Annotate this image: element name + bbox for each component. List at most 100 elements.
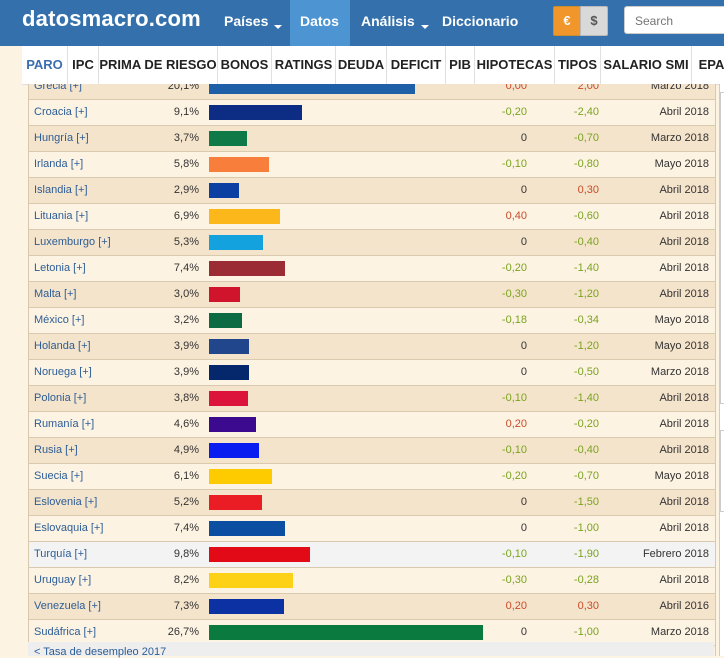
- table-row: Luxemburgo [+] 5,3% 0 -0,40 Abril 2018: [29, 230, 715, 256]
- country-link[interactable]: Noruega [+]: [34, 366, 92, 378]
- monthly-change: 0: [520, 496, 527, 508]
- country-link[interactable]: Malta [+]: [34, 288, 77, 300]
- rate-bar: [209, 469, 272, 484]
- monthly-change: 0: [520, 340, 527, 352]
- country-link[interactable]: Eslovaquia [+]: [34, 522, 104, 534]
- rate-bar: [209, 287, 240, 302]
- yearly-change: -0,50: [573, 366, 599, 378]
- rate-value: 6,1%: [173, 470, 199, 482]
- nav-diccionario[interactable]: Diccionario: [432, 0, 528, 46]
- monthly-change: 0: [520, 522, 527, 534]
- yearly-change: -0,70: [573, 470, 599, 482]
- rate-value: 4,9%: [173, 444, 199, 456]
- country-link[interactable]: Croacia [+]: [34, 106, 88, 118]
- table-row: Islandia [+] 2,9% 0 0,30 Abril 2018: [29, 178, 715, 204]
- table-row: Croacia [+] 9,1% -0,20 -2,40 Abril 2018: [29, 100, 715, 126]
- country-link[interactable]: Luxemburgo [+]: [34, 236, 111, 248]
- country-link[interactable]: Grecia [+]: [34, 84, 82, 92]
- date-value: Abril 2018: [659, 444, 709, 456]
- date-value: Abril 2018: [659, 184, 709, 196]
- date-value: Abril 2018: [659, 210, 709, 222]
- country-link[interactable]: Rusia [+]: [34, 444, 78, 456]
- tab-epa[interactable]: EPA: [692, 46, 724, 84]
- rate-value: 20,1%: [167, 84, 199, 92]
- country-link[interactable]: Irlanda [+]: [34, 158, 84, 170]
- country-link[interactable]: Letonia [+]: [34, 262, 86, 274]
- country-link[interactable]: Suecia [+]: [34, 470, 84, 482]
- table-row: Letonia [+] 7,4% -0,20 -1,40 Abril 2018: [29, 256, 715, 282]
- search-box: [624, 6, 724, 34]
- yearly-change: -1,40: [573, 262, 599, 274]
- country-link[interactable]: Sudáfrica [+]: [34, 626, 97, 638]
- unemployment-table: Grecia [+] 20,1% 0,00 2,00 Marzo 2018 Croacia…: [28, 84, 716, 656]
- currency-dollar-button[interactable]: $: [580, 6, 608, 36]
- rate-value: 6,9%: [173, 210, 199, 222]
- country-link[interactable]: Rumanía [+]: [34, 418, 95, 430]
- nav-datos[interactable]: Datos: [290, 0, 350, 73]
- tab-deuda[interactable]: DEUDA: [336, 46, 387, 84]
- country-link[interactable]: Turquía [+]: [34, 548, 88, 560]
- rate-value: 8,2%: [173, 574, 199, 586]
- date-value: Mayo 2018: [654, 340, 709, 352]
- rate-bar: [209, 417, 256, 432]
- rate-value: 7,4%: [173, 262, 199, 274]
- rate-bar: [209, 391, 248, 406]
- monthly-change: 0: [520, 366, 527, 378]
- rate-bar: [209, 84, 415, 94]
- monthly-change: -0,18: [501, 314, 527, 326]
- rate-bar: [209, 495, 262, 510]
- monthly-change: 0: [520, 626, 527, 638]
- date-value: Marzo 2018: [650, 626, 709, 638]
- right-sidebar-edge: [719, 84, 724, 656]
- yearly-change: 0,30: [577, 600, 599, 612]
- rate-value: 5,8%: [173, 158, 199, 170]
- rate-value: 9,1%: [173, 106, 199, 118]
- tab-pib[interactable]: PIB: [446, 46, 475, 84]
- monthly-change: 0,20: [505, 418, 527, 430]
- currency-euro-button[interactable]: €: [553, 6, 581, 36]
- site-logo[interactable]: datosmacro.com: [22, 6, 201, 31]
- country-link[interactable]: Lituania [+]: [34, 210, 89, 222]
- monthly-change: 0: [520, 184, 527, 196]
- date-value: Abril 2018: [659, 418, 709, 430]
- country-link[interactable]: Islandia [+]: [34, 184, 88, 196]
- country-link[interactable]: Uruguay [+]: [34, 574, 92, 586]
- nav-analisis[interactable]: Análisis: [351, 0, 439, 46]
- country-link[interactable]: Eslovenia [+]: [34, 496, 98, 508]
- rate-value: 4,6%: [173, 418, 199, 430]
- country-link[interactable]: Hungría [+]: [34, 132, 89, 144]
- tab-ratings[interactable]: RATINGS: [272, 46, 336, 84]
- rate-bar: [209, 131, 247, 146]
- yearly-change: -1,50: [573, 496, 599, 508]
- previous-year-link[interactable]: < Tasa de desempleo 2017: [34, 646, 167, 658]
- country-link[interactable]: Venezuela [+]: [34, 600, 101, 612]
- table-row: Grecia [+] 20,1% 0,00 2,00 Marzo 2018: [29, 84, 715, 100]
- rate-bar: [209, 365, 249, 380]
- nav-paises-label: Países: [224, 13, 269, 29]
- yearly-change: -1,20: [573, 340, 599, 352]
- nav-paises[interactable]: Países: [214, 0, 292, 46]
- search-input[interactable]: [633, 8, 724, 34]
- tab-salario-smi[interactable]: SALARIO SMI: [601, 46, 692, 84]
- country-link[interactable]: México [+]: [34, 314, 85, 326]
- country-link[interactable]: Holanda [+]: [34, 340, 91, 352]
- yearly-change: -1,00: [573, 626, 599, 638]
- tab-paro[interactable]: PARO: [22, 46, 68, 84]
- date-value: Abril 2018: [659, 496, 709, 508]
- monthly-change: -0,10: [501, 392, 527, 404]
- date-value: Abril 2018: [659, 106, 709, 118]
- tab-ipc[interactable]: IPC: [68, 46, 99, 84]
- yearly-change: -0,70: [573, 132, 599, 144]
- country-link[interactable]: Polonia [+]: [34, 392, 87, 404]
- table-row: Noruega [+] 3,9% 0 -0,50 Marzo 2018: [29, 360, 715, 386]
- rate-bar: [209, 183, 239, 198]
- rate-value: 5,2%: [173, 496, 199, 508]
- tab-bonos[interactable]: BONOS: [218, 46, 272, 84]
- tab-prima-de-riesgo[interactable]: PRIMA DE RIESGO: [99, 46, 218, 84]
- rate-bar: [209, 313, 242, 328]
- rate-value: 3,9%: [173, 366, 199, 378]
- tab-tipos[interactable]: TIPOS: [555, 46, 601, 84]
- tab-deficit[interactable]: DEFICIT: [387, 46, 446, 84]
- tab-hipotecas[interactable]: HIPOTECAS: [475, 46, 555, 84]
- monthly-change: -0,10: [501, 158, 527, 170]
